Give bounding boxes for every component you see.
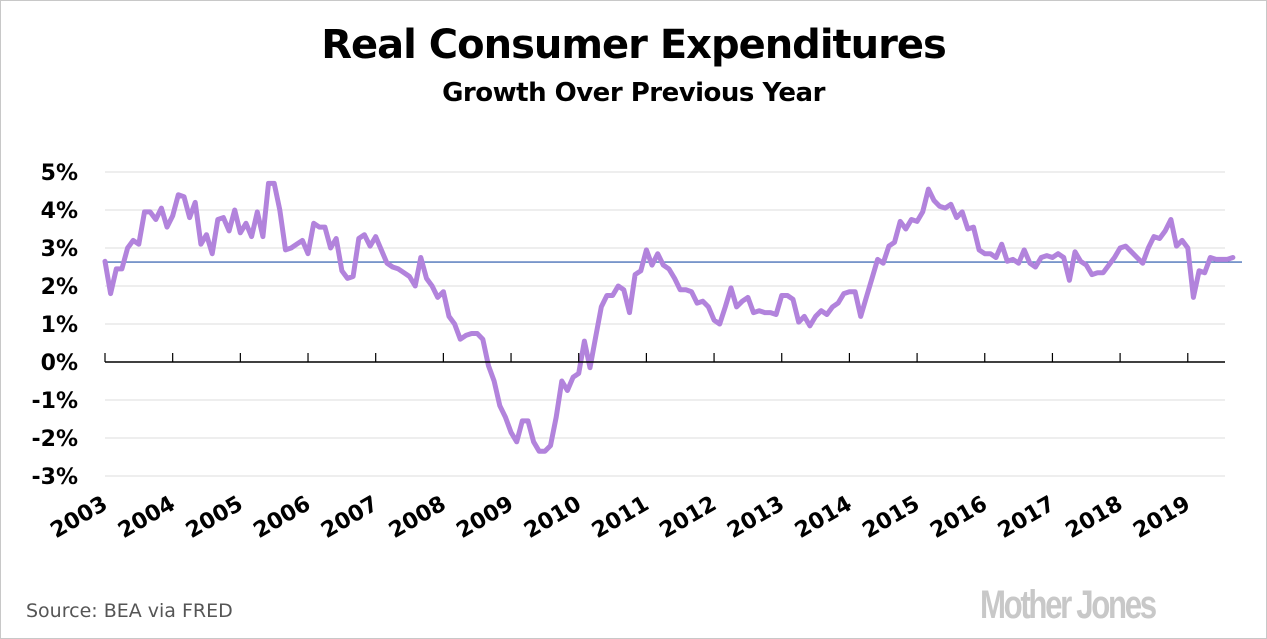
x-tick-label: 2003 <box>46 492 112 544</box>
x-tick-label: 2018 <box>1062 492 1128 544</box>
x-tick-label: 2015 <box>859 492 925 544</box>
x-tick-label: 2004 <box>114 492 180 544</box>
y-tick-label: 4% <box>41 199 78 224</box>
x-tick-label: 2017 <box>994 492 1060 544</box>
series-line <box>102 180 1236 454</box>
source-note: Source: BEA via FRED <box>26 600 233 622</box>
y-tick-label: 5% <box>41 161 78 186</box>
x-tick-label: 2011 <box>588 492 654 544</box>
chart-subtitle: Growth Over Previous Year <box>442 78 825 108</box>
x-tick-label: 2013 <box>723 492 789 544</box>
y-tick-label: -2% <box>32 427 78 452</box>
x-tick-label: 2008 <box>385 492 451 544</box>
x-tick-label: 2019 <box>1129 492 1195 544</box>
series-group <box>102 180 1236 454</box>
x-tick-label: 2005 <box>182 492 248 544</box>
chart-title: Real Consumer Expenditures <box>321 22 947 68</box>
y-axis-labels: 5% 4% 3% 2% 1% 0% -1% -2% -3% <box>32 161 78 490</box>
x-tick-label: 2012 <box>656 492 722 544</box>
gridlines <box>105 171 1225 477</box>
x-tick-label: 2010 <box>520 492 586 544</box>
x-tick-label: 2006 <box>249 492 315 544</box>
y-tick-label: 3% <box>41 237 78 262</box>
x-axis-labels: 2003 2004 2005 2006 2007 2008 2009 2010 2011 2012… <box>46 492 1194 544</box>
y-tick-label: 1% <box>41 313 78 338</box>
y-tick-label: 2% <box>41 275 78 300</box>
x-tick-label: 2007 <box>317 492 383 544</box>
x-tick-label: 2014 <box>791 492 857 544</box>
x-tick-label: 2016 <box>926 492 992 544</box>
x-axis <box>104 353 1225 363</box>
mother-jones-logo: Mother Jones <box>980 583 1157 627</box>
x-tick-label: 2009 <box>453 492 519 544</box>
y-tick-label: -1% <box>32 389 78 414</box>
y-tick-label: 0% <box>41 351 78 376</box>
y-tick-label: -3% <box>32 465 78 490</box>
